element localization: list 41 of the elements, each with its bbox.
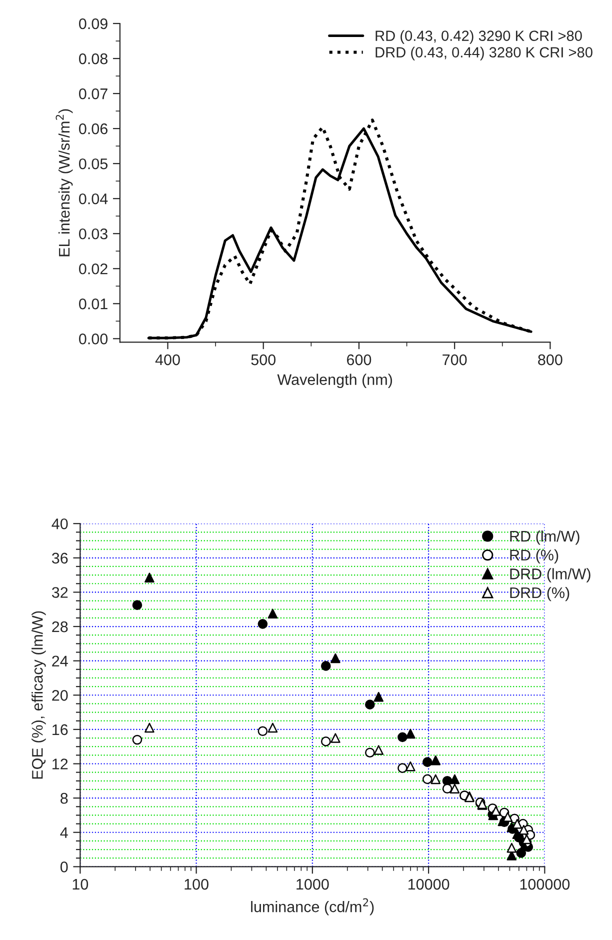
y-tick-label: 36: [52, 552, 68, 564]
x-tick-label: 10000: [408, 878, 450, 890]
y-tick-label: 0.04: [79, 193, 108, 204]
legend-label: DRD (%): [510, 586, 570, 602]
x-tick-label: 100: [184, 878, 208, 890]
y-tick-label: 8: [60, 792, 68, 804]
legend-label: DRD (0.43, 0.44) 3280 K CRI >80: [376, 46, 592, 60]
y-tick-label: 0.01: [79, 298, 108, 310]
x-tick-label: 700: [442, 354, 467, 366]
legend-label: RD (%): [510, 549, 558, 564]
y-axis-title: EQE (%), efficacy (lm/W): [32, 611, 46, 779]
x-tick-label: 1000: [296, 878, 329, 890]
x-axis-title: Wavelength (nm): [277, 374, 392, 388]
y-tick-label: 0.07: [79, 88, 108, 100]
x-tick-label: 100000: [520, 878, 570, 890]
x-axis-title: luminance (cd/m$^{2}$): [251, 898, 374, 916]
legend-label: RD (0.43, 0.42) 3290 K CRI >80: [376, 30, 582, 44]
y-axis-title: EL intensity (W/sr/m$^{2}$): [56, 109, 73, 256]
x-tick-label: 10: [72, 878, 88, 890]
y-tick-label: 0.08: [79, 53, 108, 64]
x-tick-label: 600: [347, 354, 372, 366]
y-tick-label: 0: [60, 862, 68, 872]
legend-label: RD (lm/W): [510, 530, 580, 545]
y-tick-label: 20: [52, 690, 68, 701]
y-tick-label: 32: [52, 587, 68, 598]
legend-label: DRD (lm/W): [510, 568, 590, 582]
x-tick-label: 400: [155, 354, 180, 366]
y-tick-label: 0.02: [79, 263, 108, 274]
y-tick-label: 0.05: [79, 158, 108, 170]
y-tick-label: 40: [52, 518, 68, 530]
x-tick-label: 500: [251, 354, 276, 366]
y-tick-label: 0.00: [79, 334, 108, 344]
y-tick-label: 12: [52, 758, 68, 770]
y-tick-label: 16: [52, 724, 68, 736]
y-tick-label: 0.03: [79, 228, 108, 240]
y-tick-label: 28: [52, 621, 68, 632]
x-tick-label: 800: [538, 354, 562, 366]
y-tick-label: 0.09: [79, 18, 108, 30]
y-tick-label: 0.06: [79, 123, 108, 134]
y-tick-label: 24: [52, 656, 68, 666]
y-tick-label: 4: [60, 827, 68, 838]
